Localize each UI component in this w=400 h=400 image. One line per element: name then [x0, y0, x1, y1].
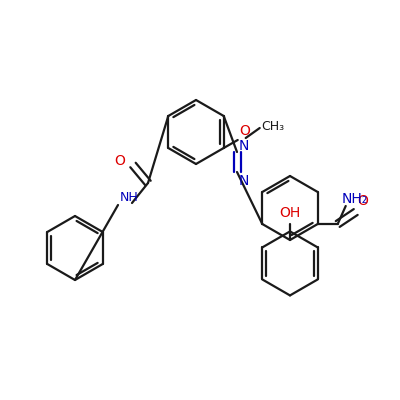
Text: OH: OH: [279, 206, 301, 220]
Text: N: N: [239, 139, 249, 153]
Text: NH₂: NH₂: [342, 192, 368, 206]
Text: N: N: [239, 174, 249, 188]
Text: NH: NH: [120, 191, 139, 204]
Text: CH₃: CH₃: [262, 120, 285, 132]
Text: O: O: [240, 124, 250, 138]
Text: O: O: [358, 194, 368, 208]
Text: O: O: [114, 154, 125, 168]
